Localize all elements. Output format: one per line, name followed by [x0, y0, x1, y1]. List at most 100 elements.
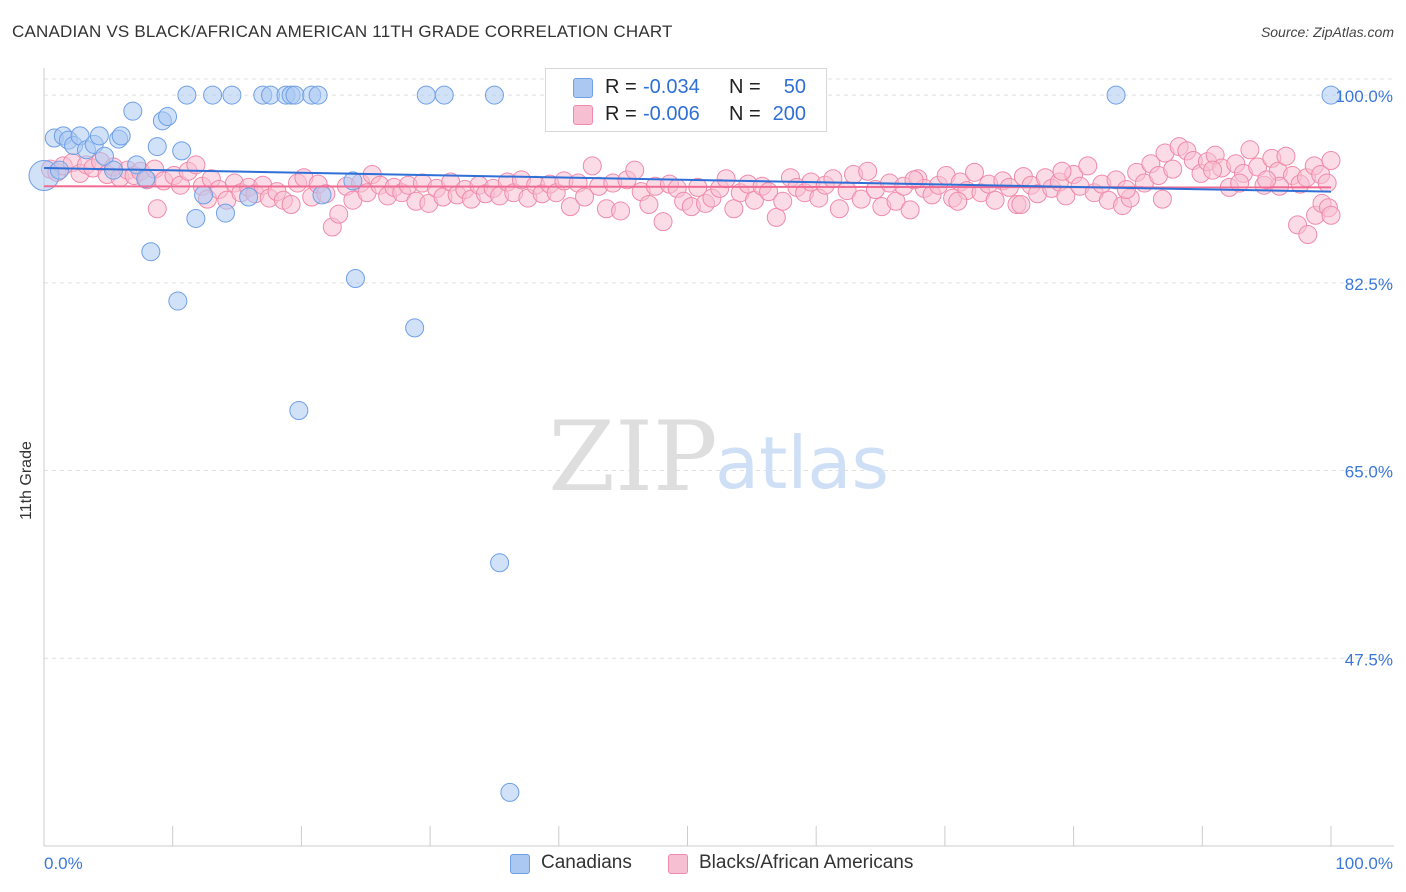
point-blacks — [560, 197, 580, 217]
watermark-zip: ZIP — [548, 401, 717, 513]
point-canadians — [308, 85, 328, 105]
trend-lines — [43, 167, 1332, 193]
point-canadians — [490, 553, 510, 573]
n-label: N = — [729, 103, 761, 125]
point-canadians — [416, 85, 436, 105]
point-blacks — [766, 207, 786, 227]
r-label: R = — [605, 103, 637, 125]
trend-line-canadians — [43, 167, 1332, 193]
point-blacks — [858, 161, 878, 181]
point-canadians — [289, 400, 309, 420]
point-blacks — [1257, 170, 1277, 190]
point-canadians — [123, 101, 143, 121]
point-canadians — [186, 208, 206, 228]
point-canadians — [158, 107, 178, 127]
point-blacks — [1052, 161, 1072, 181]
y-axis-label-wrap: 11th Grade — [18, 441, 38, 640]
legend-label-canadians: Canadians — [541, 852, 632, 873]
legend-swatch-canadians — [510, 854, 530, 874]
x-tick-label-max: 100.0% — [1335, 854, 1393, 873]
y-tick-label: 82.5% — [1345, 275, 1393, 294]
point-blacks — [639, 195, 659, 215]
legend-stats: R = -0.034 N = 50 R = -0.006 N = 200 — [545, 68, 827, 132]
watermark: ZIP atlas — [548, 401, 889, 513]
point-blacks — [1298, 225, 1318, 245]
n-label: N = — [729, 76, 761, 98]
point-canadians — [285, 85, 305, 105]
point-blacks — [1203, 160, 1223, 180]
legend-label-blacks: Blacks/African Americans — [699, 852, 914, 873]
series-blacks-points — [40, 137, 1341, 245]
source-label: Source: ZipAtlas.com — [1260, 24, 1394, 40]
point-canadians — [111, 126, 131, 146]
point-canadians — [172, 141, 192, 161]
point-blacks — [653, 212, 673, 232]
point-canadians — [215, 203, 235, 223]
point-canadians — [222, 85, 242, 105]
point-blacks — [1116, 179, 1136, 199]
point-canadians — [94, 146, 114, 166]
point-blacks — [823, 169, 843, 189]
r-label: R = — [605, 76, 637, 98]
point-canadians — [177, 85, 197, 105]
point-canadians — [49, 160, 69, 180]
legend-swatch-pink — [573, 105, 593, 125]
legend-swatch-blacks — [668, 854, 688, 874]
point-canadians — [136, 169, 156, 189]
point-canadians — [194, 185, 214, 205]
point-canadians — [1106, 85, 1126, 105]
point-blacks — [1078, 156, 1098, 176]
point-blacks — [985, 190, 1005, 210]
point-blacks — [625, 160, 645, 180]
point-blacks — [1240, 140, 1260, 160]
point-blacks — [611, 201, 631, 221]
point-canadians — [239, 187, 259, 207]
point-canadians — [343, 171, 363, 191]
point-blacks — [1011, 195, 1031, 215]
point-blacks — [900, 200, 920, 220]
point-blacks — [829, 199, 849, 219]
point-canadians — [89, 126, 109, 146]
y-tick-label: 100.0% — [1335, 87, 1393, 106]
point-blacks — [1152, 189, 1172, 209]
tick-labels: 47.5% 65.0% 82.5% 100.0% 0.0% 100.0% — [44, 87, 1393, 873]
point-blacks — [1321, 205, 1341, 225]
point-canadians — [434, 85, 454, 105]
point-blacks — [329, 204, 349, 224]
point-blacks — [1248, 157, 1268, 177]
point-canadians — [168, 291, 188, 311]
point-canadians — [312, 185, 332, 205]
r-value: -0.034 — [643, 76, 700, 98]
point-blacks — [1317, 173, 1337, 193]
point-canadians — [500, 782, 520, 802]
legend-row-canadians: R = -0.034 N = 50 — [546, 75, 826, 101]
point-blacks — [147, 199, 167, 219]
point-blacks — [1321, 151, 1341, 171]
r-value: -0.006 — [643, 103, 700, 125]
watermark-atlas: atlas — [715, 421, 889, 505]
point-canadians — [147, 137, 167, 157]
point-canadians — [1321, 85, 1341, 105]
point-blacks — [1276, 146, 1296, 166]
point-blacks — [948, 191, 968, 211]
y-tick-label: 65.0% — [1345, 463, 1393, 482]
point-canadians — [203, 85, 223, 105]
n-value: 50 — [783, 76, 806, 98]
point-blacks — [965, 162, 985, 182]
point-blacks — [886, 191, 906, 211]
point-blacks — [575, 187, 595, 207]
y-axis-label: 11th Grade — [18, 441, 35, 520]
point-canadians — [141, 242, 161, 262]
point-blacks — [281, 195, 301, 215]
point-blacks — [773, 191, 793, 211]
n-value: 200 — [772, 103, 806, 125]
chart-title: CANADIAN VS BLACK/AFRICAN AMERICAN 11TH … — [12, 22, 673, 41]
point-blacks — [186, 155, 206, 175]
point-canadians — [405, 318, 425, 338]
x-tick-label-min: 0.0% — [44, 854, 83, 873]
point-canadians — [345, 269, 365, 289]
point-blacks — [1163, 159, 1183, 179]
point-blacks — [724, 199, 744, 219]
point-blacks — [582, 156, 602, 176]
